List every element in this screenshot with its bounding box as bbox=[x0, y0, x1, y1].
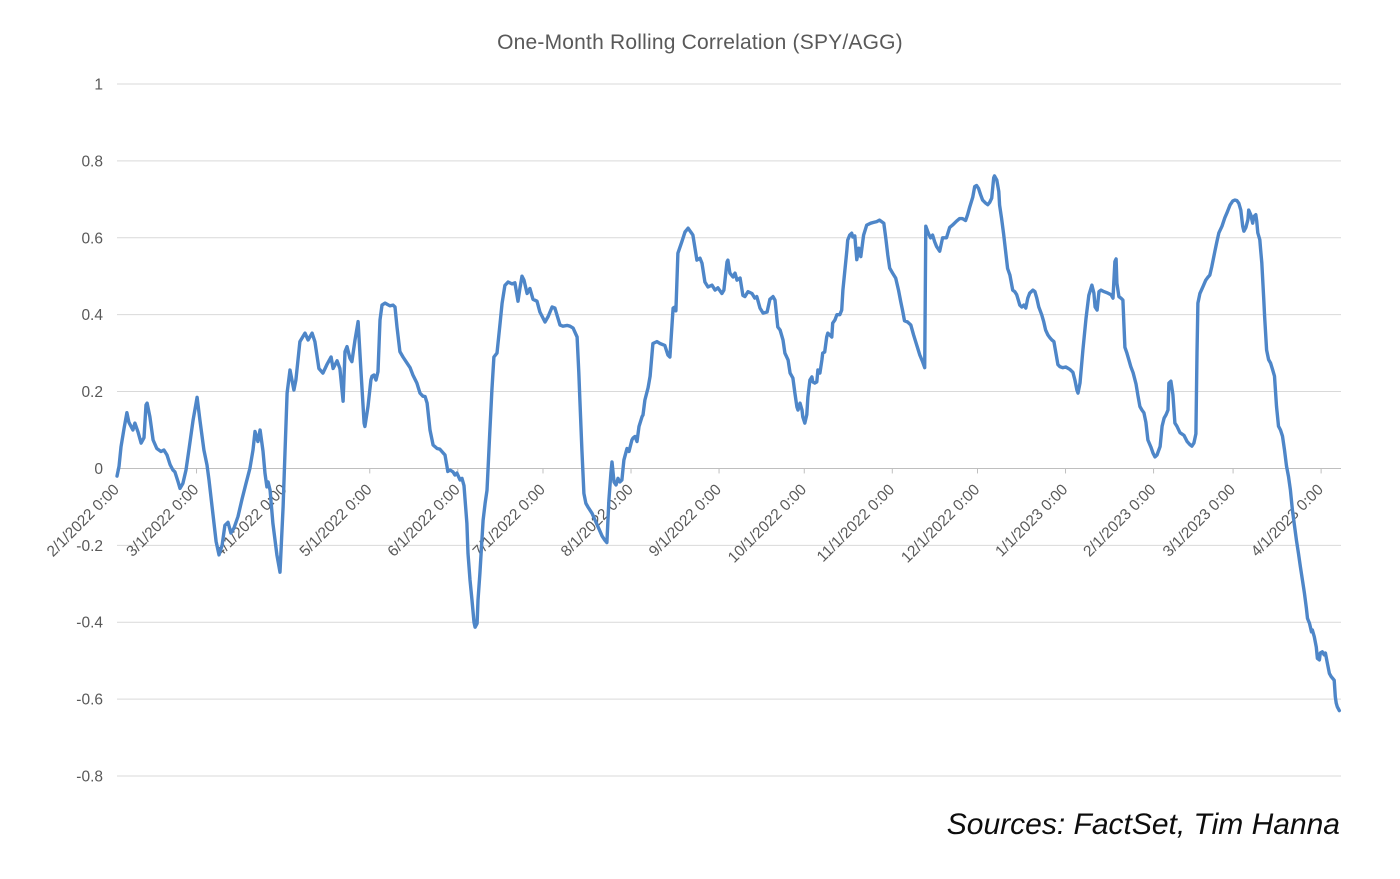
x-tick-label: 5/1/2022 0:00 bbox=[297, 481, 376, 560]
x-tick-label: 3/1/2022 0:00 bbox=[123, 481, 202, 560]
y-tick-label: 0.2 bbox=[81, 384, 103, 401]
chart-title: One-Month Rolling Correlation (SPY/AGG) bbox=[497, 31, 903, 54]
y-tick-label: -0.8 bbox=[76, 769, 103, 786]
x-tick-label: 4/1/2023 0:00 bbox=[1248, 481, 1327, 560]
y-tick-label: 1 bbox=[94, 77, 103, 94]
y-tick-label: 0.6 bbox=[81, 230, 103, 247]
y-tick-label: 0.8 bbox=[81, 153, 103, 170]
x-tick-label: 4/1/2022 0:00 bbox=[211, 481, 290, 560]
correlation-line bbox=[115, 174, 1342, 713]
x-tick-label: 12/1/2022 0:00 bbox=[898, 481, 983, 566]
y-tick-label: -0.4 bbox=[76, 615, 103, 632]
x-tick-label: 6/1/2022 0:00 bbox=[385, 481, 464, 560]
y-tick-label: 0 bbox=[94, 461, 103, 478]
x-tick-label: 3/1/2023 0:00 bbox=[1160, 481, 1239, 560]
x-tick-label: 2/1/2023 0:00 bbox=[1080, 481, 1159, 560]
x-tick-label: 9/1/2022 0:00 bbox=[646, 481, 725, 560]
x-tick-label: 8/1/2022 0:00 bbox=[558, 481, 637, 560]
y-tick-label: -0.6 bbox=[76, 692, 103, 709]
y-tick-label: 0.4 bbox=[81, 307, 103, 324]
x-tick-label: 10/1/2022 0:00 bbox=[725, 481, 810, 566]
y-tick-label: -0.2 bbox=[76, 538, 103, 555]
source-note: Sources: FactSet, Tim Hanna bbox=[946, 808, 1340, 841]
x-tick-label: 11/1/2022 0:00 bbox=[814, 481, 899, 566]
x-tick-label: 1/1/2023 0:00 bbox=[992, 481, 1071, 560]
